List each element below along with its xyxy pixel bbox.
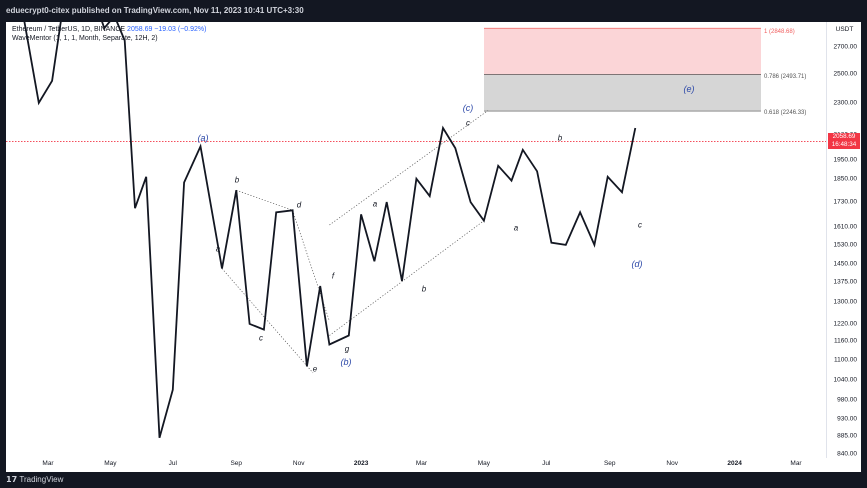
price-tick: 885.00 xyxy=(837,432,857,440)
time-tick: May xyxy=(477,460,491,467)
price-axis[interactable]: USDT 2700.002500.002300.002100.001950.00… xyxy=(826,22,861,458)
legend-symbol: Ethereum / TetherUS, 1D, BINANCE xyxy=(12,26,126,33)
fib-layer xyxy=(484,27,761,112)
price-tick: 1450.00 xyxy=(833,260,858,268)
wave-label-b: (b) xyxy=(340,357,352,367)
wave-label-d: (d) xyxy=(631,259,643,269)
price-tick: 1160.00 xyxy=(833,337,857,345)
time-tick: 2023 xyxy=(353,460,369,467)
sub-label-b2: b xyxy=(421,284,427,294)
price-tick: 1375.00 xyxy=(833,278,858,286)
fib-label-0618: 0.618 (2246.33) xyxy=(764,110,807,116)
time-tick: Nov xyxy=(292,460,305,467)
sub-label-b3: b xyxy=(557,133,563,143)
trendline-1 xyxy=(221,268,314,374)
sub-label-e1: e xyxy=(312,364,318,374)
price-series-line xyxy=(23,22,637,439)
time-tick: Mar xyxy=(415,460,428,467)
sub-label-c1: c xyxy=(259,333,263,343)
price-tick: 1730.00 xyxy=(833,198,858,206)
sub-label-a3: a xyxy=(513,223,519,233)
footer-bar: 𝟭𝟳 TradingView xyxy=(0,472,867,488)
trendline-3 xyxy=(329,220,485,336)
price-tick: 1040.00 xyxy=(833,376,858,384)
legend-price-change: 2058.69 −19.03 (−0.92%) xyxy=(127,26,207,33)
wave-label-e: (e) xyxy=(683,84,695,94)
fib-zone-upper xyxy=(484,28,761,75)
price-tick: 1850.00 xyxy=(833,175,858,183)
current-price-value: 2058.69 xyxy=(832,133,856,141)
time-tick: Mar xyxy=(790,460,802,467)
sub-label-g1: g xyxy=(344,344,350,354)
price-tick: 1100.00 xyxy=(833,356,857,364)
time-tick: Jul xyxy=(168,460,177,467)
time-tick: Sep xyxy=(230,460,243,467)
sub-label-a1: a xyxy=(215,244,221,254)
price-tick: 930.00 xyxy=(837,415,857,422)
publisher-text: eduecrypt0-citex published on TradingVie… xyxy=(6,6,304,15)
trendline-layer xyxy=(221,110,489,374)
time-tick: Jul xyxy=(542,460,551,467)
price-tick: 840.00 xyxy=(837,450,857,458)
fib-zone-lower xyxy=(484,74,761,112)
price-tick: 980.00 xyxy=(837,396,857,404)
right-edge xyxy=(861,22,867,472)
trendline-4 xyxy=(329,110,489,226)
countdown-value: 16:48:34 xyxy=(831,141,857,149)
price-tick: 2500.00 xyxy=(833,70,858,78)
time-tick: Nov xyxy=(666,460,678,467)
sub-label-f1: f xyxy=(331,271,335,281)
time-tick: Sep xyxy=(603,460,616,467)
sub-label-b1: b xyxy=(234,175,240,185)
brand-name: TradingView xyxy=(19,475,64,484)
price-tick: 1610.00 xyxy=(833,223,858,231)
trendline-0 xyxy=(236,189,293,211)
time-tick: Mar xyxy=(42,460,54,467)
price-tick: 1220.00 xyxy=(833,320,858,328)
price-chart[interactable] xyxy=(6,22,826,458)
price-tick: 1530.00 xyxy=(833,241,858,249)
price-tick: 1950.00 xyxy=(833,156,858,164)
sub-label-c3: c xyxy=(638,220,642,230)
sub-label-c2: c xyxy=(466,118,470,128)
price-tick: 1300.00 xyxy=(833,298,858,306)
chart-area[interactable]: Ethereum / TetherUS, 1D, BINANCE 2058.69… xyxy=(6,22,826,458)
price-tick: 2300.00 xyxy=(833,99,858,107)
legend-indicator[interactable]: WaveMentor (1, 1, 1, Month, Separate, 12… xyxy=(12,35,158,42)
fib-label-1: 1 (2848.68) xyxy=(764,29,795,35)
currency-label: USDT xyxy=(835,26,854,33)
legend-symbol-row[interactable]: Ethereum / TetherUS, 1D, BINANCE 2058.69… xyxy=(12,26,206,33)
fib-label-0786: 0.786 (2493.71) xyxy=(764,74,807,80)
publisher-bar: eduecrypt0-citex published on TradingVie… xyxy=(0,0,867,22)
wave-label-c: (c) xyxy=(462,103,474,113)
current-price-badge: 2058.69 16:48:34 xyxy=(828,133,860,150)
sub-label-d1: d xyxy=(296,200,302,210)
time-tick: May xyxy=(104,460,117,467)
tradingview-logo-icon: 𝟭𝟳 xyxy=(6,475,20,484)
sub-label-a2: a xyxy=(372,199,378,209)
wave-label-a: (a) xyxy=(197,133,209,143)
time-axis[interactable]: Mar May Jul Sep Nov 2023 Mar May Jul Sep Nov 2024 Ma… xyxy=(6,458,861,472)
price-tick: 2700.00 xyxy=(833,43,858,51)
time-tick: 2024 xyxy=(727,460,742,467)
